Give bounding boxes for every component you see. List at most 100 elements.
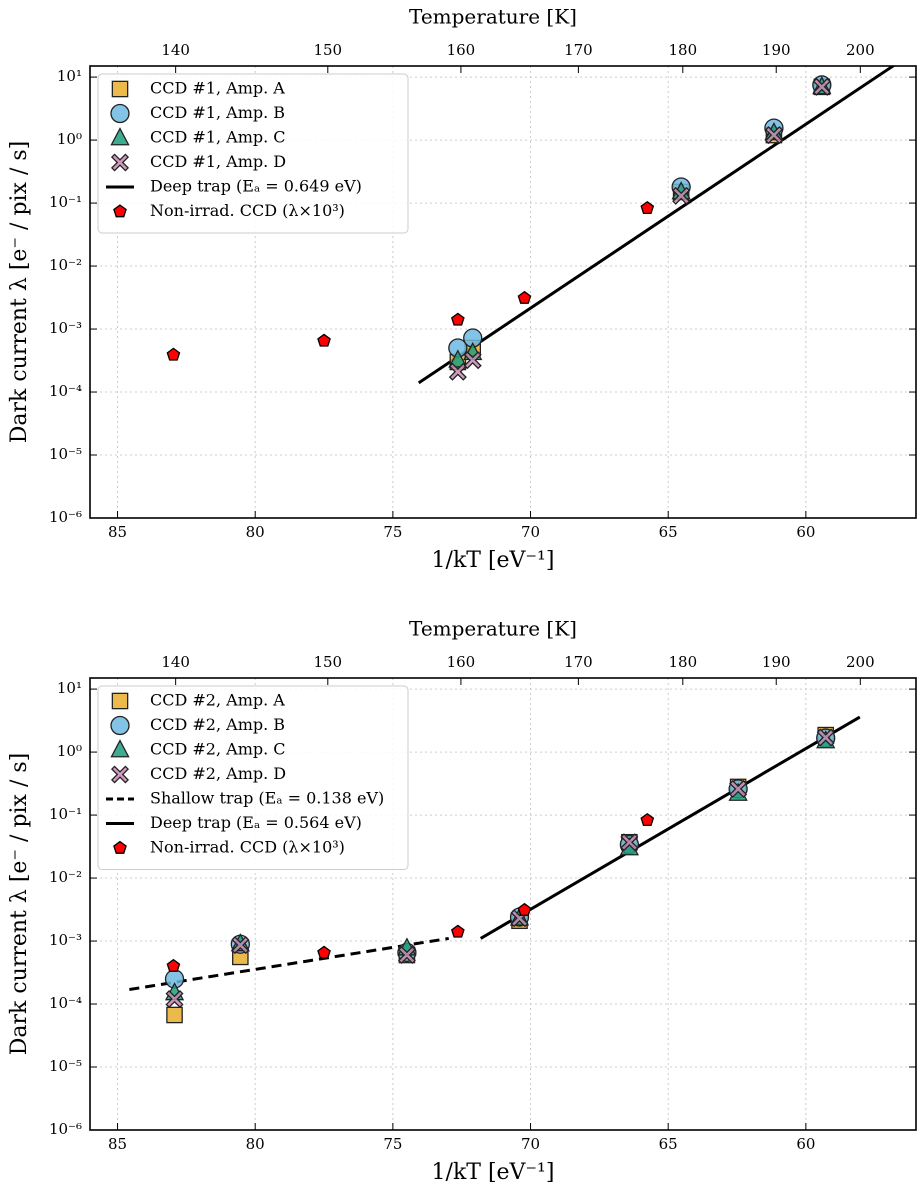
- x2-tick-label: 150: [313, 653, 342, 671]
- x2-tick-label: 160: [447, 653, 476, 671]
- x-tick-label: 60: [796, 523, 815, 541]
- data-point: [450, 924, 465, 938]
- data-point: [166, 1006, 183, 1024]
- x-tick-label: 85: [108, 1135, 127, 1153]
- x-tick-label: 80: [246, 1135, 265, 1153]
- x2-tick-label: 180: [668, 41, 697, 59]
- data-point: [317, 333, 331, 347]
- legend-label: Non-irrad. CCD (λ×10³): [150, 201, 345, 220]
- legend-marker: [110, 127, 130, 146]
- x2-tick-label: 200: [846, 41, 875, 59]
- legend-marker: [111, 692, 129, 710]
- legend-label: CCD #2, Amp. A: [150, 691, 285, 710]
- chart: 10⁻⁶ 10⁻⁵ 10⁻⁴ 10⁻³ 10⁻² 10⁻¹ 10⁰ 10¹ 85 80 75 70 65…: [7, 617, 917, 1185]
- y-tick-label: 10⁻⁵: [49, 445, 82, 463]
- legend-marker: [110, 103, 130, 124]
- y-tick-label: 10¹: [57, 67, 82, 85]
- legend-box: [97, 685, 409, 870]
- plot-frame: [89, 65, 917, 519]
- x2-tick-label: 150: [313, 41, 342, 59]
- data-point: [672, 186, 691, 205]
- data-point: [620, 833, 639, 852]
- y-tick-label: 10⁻⁴: [49, 382, 82, 400]
- legend-box: [97, 73, 409, 234]
- x2-tick-label: 190: [762, 41, 791, 59]
- plot-area: [166, 66, 896, 385]
- x-tick-label: 75: [383, 1135, 402, 1153]
- x-tick-label: 75: [383, 523, 402, 541]
- legend-label: CCD #2, Amp. C: [150, 740, 286, 759]
- y-tick-label: 10⁻⁵: [49, 1057, 82, 1075]
- x-tick-label: 70: [521, 1135, 540, 1153]
- y-tick-label: 10⁻⁶: [49, 508, 82, 526]
- y-tick-label: 10⁻¹: [49, 193, 82, 211]
- y-tick-label: 10⁰: [57, 130, 82, 148]
- x2-axis-label: Temperature [K]: [409, 5, 577, 29]
- y-axis-label: Dark current λ [e⁻ / pix / s]: [7, 753, 32, 1056]
- legend-marker: [110, 739, 130, 758]
- data-point: [463, 351, 482, 370]
- data-point: [166, 347, 181, 361]
- y-tick-label: 10⁰: [57, 742, 82, 760]
- x2-tick-label: 190: [762, 653, 791, 671]
- legend-label: CCD #1, Amp. B: [150, 103, 285, 122]
- data-point: [812, 77, 831, 96]
- x2-tick-label: 180: [668, 653, 697, 671]
- x2-tick-label: 170: [564, 41, 593, 59]
- legend-label: CCD #1, Amp. D: [150, 152, 286, 171]
- legend-marker: [113, 840, 127, 854]
- data-point: [640, 812, 655, 826]
- x2-axis-label: Temperature [K]: [409, 617, 577, 641]
- y-axis-label: Dark current λ [e⁻ / pix / s]: [7, 141, 32, 444]
- x-tick-label: 85: [108, 523, 127, 541]
- x2-tick-label: 160: [447, 41, 476, 59]
- x-tick-label: 60: [796, 1135, 815, 1153]
- fit-line: [479, 715, 861, 940]
- y-tick-label: 10¹: [57, 679, 82, 697]
- data-point: [517, 290, 532, 304]
- legend-label: Deep trap (Eₐ = 0.649 eV): [150, 177, 362, 196]
- chart: 10⁻⁶ 10⁻⁵ 10⁻⁴ 10⁻³ 10⁻² 10⁻¹ 10⁰ 10¹ 85 80 75 70 65…: [7, 5, 917, 573]
- legend-label: Non-irrad. CCD (λ×10³): [150, 838, 345, 857]
- legend-marker: [111, 80, 129, 98]
- legend-label: CCD #1, Amp. A: [150, 79, 285, 98]
- data-point: [166, 958, 181, 972]
- plot-frame: [89, 677, 917, 1131]
- legend-marker: [110, 715, 130, 736]
- legend-label: CCD #2, Amp. B: [150, 715, 285, 734]
- data-point: [397, 945, 416, 965]
- y-tick-label: 10⁻¹: [49, 805, 82, 823]
- y-tick-label: 10⁻²: [49, 868, 82, 886]
- data-point: [764, 126, 783, 145]
- x-tick-label: 70: [521, 523, 540, 541]
- data-point: [317, 945, 331, 959]
- legend-label: CCD #1, Amp. C: [150, 128, 286, 147]
- y-tick-label: 10⁻⁶: [49, 1120, 82, 1138]
- x2-tick-label: 140: [161, 653, 190, 671]
- legend-label: Deep trap (Eₐ = 0.564 eV): [150, 813, 362, 832]
- x-tick-label: 65: [659, 523, 678, 541]
- legend-label: CCD #2, Amp. D: [150, 764, 286, 783]
- legend-marker: [113, 204, 127, 218]
- legend-marker: [110, 153, 130, 172]
- data-point: [640, 200, 655, 214]
- x2-tick-label: 170: [564, 653, 593, 671]
- x-axis-label: 1/kT [eV⁻¹]: [432, 1160, 555, 1185]
- data-point: [448, 349, 468, 368]
- plot-area: [129, 715, 861, 1024]
- legend-label: Shallow trap (Eₐ = 0.138 eV): [150, 789, 384, 808]
- x2-tick-label: 200: [846, 653, 875, 671]
- y-tick-label: 10⁻³: [49, 931, 82, 949]
- x-axis-label: 1/kT [eV⁻¹]: [432, 548, 555, 573]
- data-point: [729, 779, 748, 798]
- legend-marker: [110, 765, 130, 784]
- fit-line: [417, 66, 896, 385]
- data-point: [816, 728, 835, 747]
- x2-tick-label: 140: [161, 41, 190, 59]
- data-point: [448, 362, 467, 381]
- data-point: [450, 312, 465, 326]
- data-point: [517, 902, 532, 916]
- y-tick-label: 10⁻³: [49, 319, 82, 337]
- data-point: [165, 990, 184, 1009]
